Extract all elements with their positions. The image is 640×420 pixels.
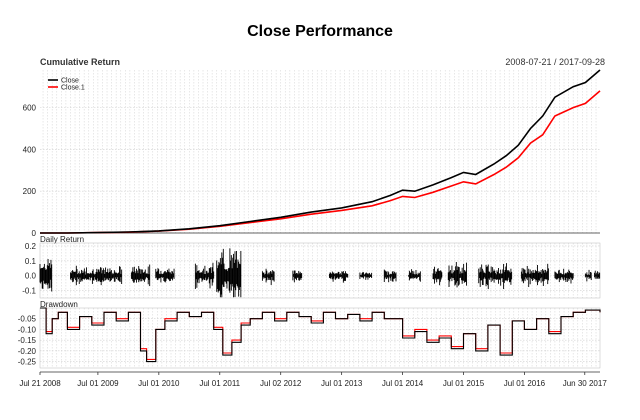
x-axis: Jul 21 2008 Jul 01 2009 Jul 01 2010 Jul 01 … bbox=[19, 371, 608, 388]
series-line-close bbox=[40, 69, 601, 234]
chart-title: Close Performance bbox=[247, 23, 393, 40]
drawdown-line-close bbox=[40, 307, 601, 363]
y-tick-label: -0.15 bbox=[18, 336, 37, 345]
y-tick-label: 200 bbox=[23, 187, 37, 196]
y-tick-label: -0.25 bbox=[18, 358, 37, 367]
x-tick-label: Jul 01 2011 bbox=[199, 379, 240, 388]
legend-label: Close.1 bbox=[61, 85, 85, 92]
x-tick-label: Jul 21 2008 bbox=[19, 379, 61, 388]
y-tick-label: -0.1 bbox=[22, 287, 36, 296]
x-tick-label: Jul 01 2010 bbox=[138, 379, 180, 388]
panel-subtitle: Cumulative Return bbox=[40, 57, 120, 67]
panel-drawdown: Drawdown-0.05-0.10 -0.15 -0.20 -0.25 bbox=[18, 300, 601, 369]
panel-frame bbox=[39, 242, 601, 299]
y-tick-label: 600 bbox=[23, 104, 37, 113]
y-tick-label: -0.20 bbox=[18, 347, 37, 356]
x-tick-label: Jul 01 2009 bbox=[77, 379, 119, 388]
date-range-label: 2008-07-21 / 2017-09-28 bbox=[505, 57, 605, 67]
y-tick-label: -0.10 bbox=[18, 325, 37, 334]
panel-frame bbox=[39, 307, 601, 369]
panel-label: Daily Return bbox=[40, 235, 84, 244]
x-tick-label: Jul 01 2014 bbox=[382, 379, 424, 388]
panel-label: Drawdown bbox=[40, 300, 78, 309]
x-tick-label: Jul 01 2013 bbox=[321, 379, 363, 388]
x-tick-label: Jun 30 2017 bbox=[563, 379, 608, 388]
legend-label: Close bbox=[61, 78, 79, 85]
y-tick-label: 0.2 bbox=[25, 242, 37, 251]
y-tick-label: 0.1 bbox=[25, 257, 37, 266]
y-tick-label: 0.0 bbox=[25, 272, 37, 281]
y-tick-label: -0.05 bbox=[18, 315, 37, 324]
y-tick-label: 400 bbox=[23, 145, 37, 154]
x-tick-label: Jul 01 2015 bbox=[443, 379, 485, 388]
y-tick-label: 0 bbox=[32, 229, 37, 238]
drawdown-line-close-1 bbox=[40, 307, 601, 360]
x-tick-label: Jul 01 2016 bbox=[504, 379, 546, 388]
x-tick-label: Jul 02 2012 bbox=[260, 379, 302, 388]
